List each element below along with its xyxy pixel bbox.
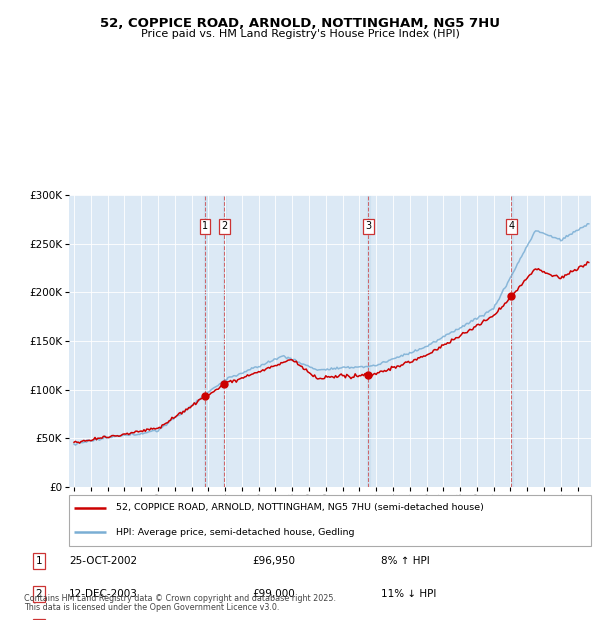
Text: £99,000: £99,000 xyxy=(252,589,295,599)
FancyBboxPatch shape xyxy=(69,495,591,546)
Text: 52, COPPICE ROAD, ARNOLD, NOTTINGHAM, NG5 7HU: 52, COPPICE ROAD, ARNOLD, NOTTINGHAM, NG… xyxy=(100,17,500,30)
Text: 1: 1 xyxy=(35,556,43,566)
Text: 8% ↑ HPI: 8% ↑ HPI xyxy=(381,556,430,566)
Text: Price paid vs. HM Land Registry's House Price Index (HPI): Price paid vs. HM Land Registry's House … xyxy=(140,29,460,39)
Text: 3: 3 xyxy=(365,221,371,231)
Bar xyxy=(367,195,370,487)
Bar xyxy=(223,195,226,487)
Bar xyxy=(204,195,206,487)
Text: 12-DEC-2003: 12-DEC-2003 xyxy=(69,589,138,599)
Text: Contains HM Land Registry data © Crown copyright and database right 2025.: Contains HM Land Registry data © Crown c… xyxy=(24,594,336,603)
Text: 4: 4 xyxy=(508,221,515,231)
Text: 25-OCT-2002: 25-OCT-2002 xyxy=(69,556,137,566)
Bar xyxy=(510,195,513,487)
Text: 2: 2 xyxy=(221,221,227,231)
Text: This data is licensed under the Open Government Licence v3.0.: This data is licensed under the Open Gov… xyxy=(24,603,280,612)
Text: 1: 1 xyxy=(202,221,208,231)
Text: £96,950: £96,950 xyxy=(252,556,295,566)
Text: 11% ↓ HPI: 11% ↓ HPI xyxy=(381,589,436,599)
Text: 52, COPPICE ROAD, ARNOLD, NOTTINGHAM, NG5 7HU (semi-detached house): 52, COPPICE ROAD, ARNOLD, NOTTINGHAM, NG… xyxy=(116,503,484,513)
Text: 2: 2 xyxy=(35,589,43,599)
Text: HPI: Average price, semi-detached house, Gedling: HPI: Average price, semi-detached house,… xyxy=(116,528,355,537)
